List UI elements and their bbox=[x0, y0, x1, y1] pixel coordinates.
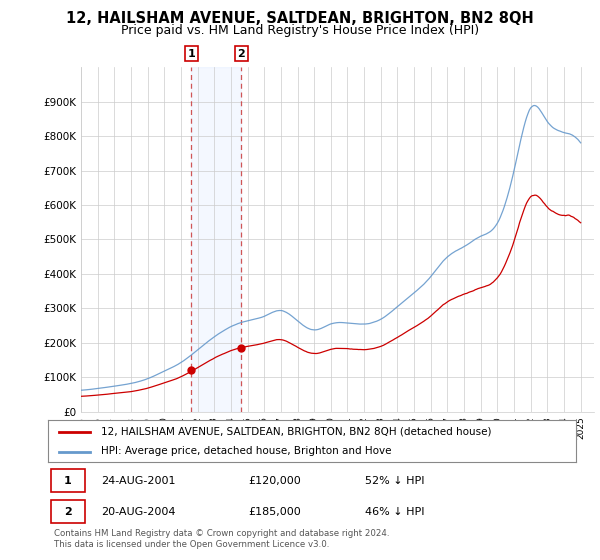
Text: HPI: Average price, detached house, Brighton and Hove: HPI: Average price, detached house, Brig… bbox=[101, 446, 391, 456]
Text: 1: 1 bbox=[187, 49, 195, 59]
Text: 52% ↓ HPI: 52% ↓ HPI bbox=[365, 475, 424, 486]
Text: 12, HAILSHAM AVENUE, SALTDEAN, BRIGHTON, BN2 8QH: 12, HAILSHAM AVENUE, SALTDEAN, BRIGHTON,… bbox=[66, 11, 534, 26]
Text: 46% ↓ HPI: 46% ↓ HPI bbox=[365, 507, 424, 517]
Text: £120,000: £120,000 bbox=[248, 475, 301, 486]
Text: Contains HM Land Registry data © Crown copyright and database right 2024.
This d: Contains HM Land Registry data © Crown c… bbox=[54, 529, 389, 549]
Text: £185,000: £185,000 bbox=[248, 507, 301, 517]
Text: Price paid vs. HM Land Registry's House Price Index (HPI): Price paid vs. HM Land Registry's House … bbox=[121, 24, 479, 36]
Text: 20-AUG-2004: 20-AUG-2004 bbox=[101, 507, 175, 517]
Text: 2: 2 bbox=[64, 507, 71, 517]
FancyBboxPatch shape bbox=[50, 500, 85, 524]
FancyBboxPatch shape bbox=[50, 469, 85, 492]
Bar bbox=[191, 67, 241, 412]
Text: 1: 1 bbox=[64, 475, 71, 486]
Text: 12, HAILSHAM AVENUE, SALTDEAN, BRIGHTON, BN2 8QH (detached house): 12, HAILSHAM AVENUE, SALTDEAN, BRIGHTON,… bbox=[101, 427, 491, 437]
Text: 24-AUG-2001: 24-AUG-2001 bbox=[101, 475, 175, 486]
Text: 2: 2 bbox=[238, 49, 245, 59]
